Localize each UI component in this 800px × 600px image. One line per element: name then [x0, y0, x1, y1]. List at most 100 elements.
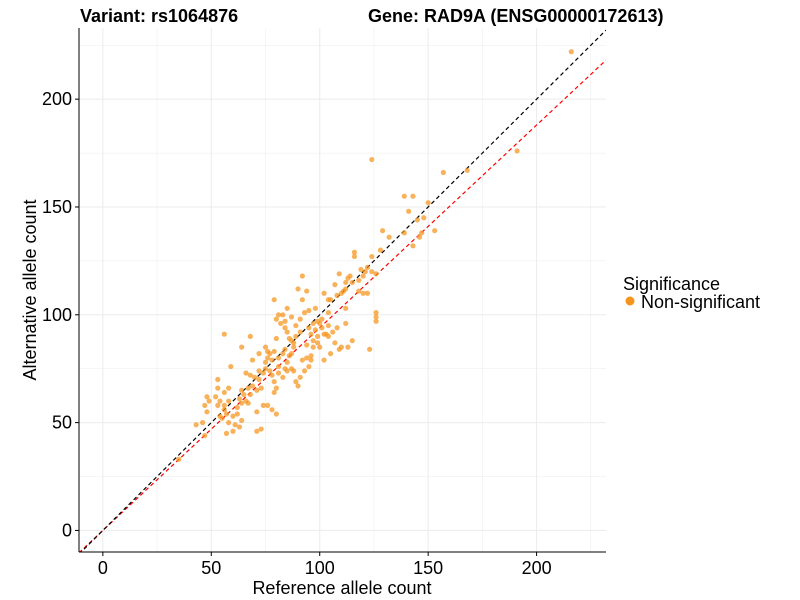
data-point — [299, 357, 305, 363]
data-point — [223, 430, 230, 436]
data-point — [325, 322, 332, 329]
data-point — [280, 374, 286, 380]
legend-label-non-significant: Non-significant — [641, 292, 760, 312]
data-point — [297, 329, 303, 335]
data-point — [239, 400, 245, 406]
data-point — [323, 331, 329, 337]
data-point — [304, 342, 310, 348]
data-point — [330, 329, 336, 335]
x-tick-label: 150 — [413, 558, 443, 578]
data-point — [273, 411, 279, 417]
legend-title: Significance — [623, 274, 720, 294]
data-point — [262, 359, 269, 365]
y-tick-label: 150 — [42, 197, 72, 217]
data-point — [338, 290, 345, 296]
data-point — [262, 366, 269, 372]
data-point — [200, 420, 206, 426]
data-point — [260, 370, 266, 376]
data-point — [282, 318, 288, 324]
data-point — [321, 357, 327, 363]
data-point — [202, 432, 208, 439]
data-point — [217, 413, 223, 419]
data-point — [401, 193, 407, 199]
data-point — [345, 344, 351, 350]
data-point — [282, 325, 288, 331]
data-point — [343, 320, 349, 327]
data-point — [275, 355, 282, 361]
data-point — [291, 368, 297, 374]
data-point — [440, 169, 446, 176]
data-point — [271, 379, 277, 385]
data-point — [308, 331, 314, 337]
data-point — [369, 269, 375, 275]
data-point — [265, 355, 271, 361]
data-point — [416, 234, 423, 240]
data-point — [258, 426, 264, 432]
data-point — [291, 344, 297, 350]
data-point — [421, 215, 427, 221]
data-point — [360, 273, 366, 279]
data-point — [204, 409, 210, 415]
data-point — [288, 338, 295, 344]
data-point — [213, 394, 219, 400]
data-point — [256, 351, 262, 357]
data-point — [230, 428, 236, 434]
x-tick-label: 200 — [522, 558, 552, 578]
data-point — [217, 398, 223, 404]
axes: 0 50 100 150 200 0 50 100 150 200 — [42, 28, 606, 578]
data-point — [304, 355, 310, 361]
data-point — [297, 316, 303, 322]
data-point — [286, 353, 292, 359]
data-point — [249, 357, 256, 363]
data-point — [345, 275, 351, 281]
data-point — [295, 286, 301, 292]
data-point — [306, 363, 312, 370]
y-tick-label: 200 — [42, 89, 72, 109]
data-point — [334, 325, 340, 331]
data-point — [247, 333, 253, 339]
data-point — [204, 394, 210, 400]
x-tick-label: 50 — [201, 558, 221, 578]
data-point — [308, 357, 314, 363]
data-point — [273, 335, 279, 342]
data-point — [432, 228, 438, 234]
data-point — [295, 383, 301, 389]
data-point — [334, 292, 340, 298]
data-point — [310, 338, 316, 344]
data-point — [234, 411, 240, 417]
data-point — [356, 288, 362, 294]
data-point — [239, 387, 245, 393]
data-point — [280, 312, 286, 318]
data-point — [343, 305, 349, 311]
data-point — [301, 368, 308, 374]
data-point — [245, 400, 251, 406]
data-point — [273, 316, 279, 322]
data-point — [317, 320, 323, 327]
data-point — [312, 327, 318, 333]
data-point — [241, 391, 247, 398]
data-point — [308, 353, 314, 359]
data-point — [364, 264, 371, 270]
fit-line — [79, 59, 606, 552]
chart-title-gene: Gene: RAD9A (ENSG00000172613) — [368, 6, 663, 26]
y-axis-title: Alternative allele count — [20, 199, 40, 380]
data-point — [343, 279, 349, 286]
data-point — [380, 228, 386, 234]
data-point — [373, 318, 379, 324]
data-point — [176, 456, 182, 462]
data-point — [414, 217, 420, 223]
data-point — [236, 424, 243, 430]
data-point — [275, 363, 282, 370]
data-point — [419, 230, 425, 236]
data-point — [247, 372, 253, 378]
data-point — [349, 338, 355, 344]
legend: Significance Non-significant — [623, 274, 760, 312]
data-point — [284, 329, 290, 335]
data-point — [314, 333, 321, 339]
data-point — [284, 359, 290, 365]
data-point — [226, 420, 232, 426]
data-point — [275, 312, 282, 318]
data-point — [260, 402, 266, 408]
data-point — [367, 346, 373, 352]
